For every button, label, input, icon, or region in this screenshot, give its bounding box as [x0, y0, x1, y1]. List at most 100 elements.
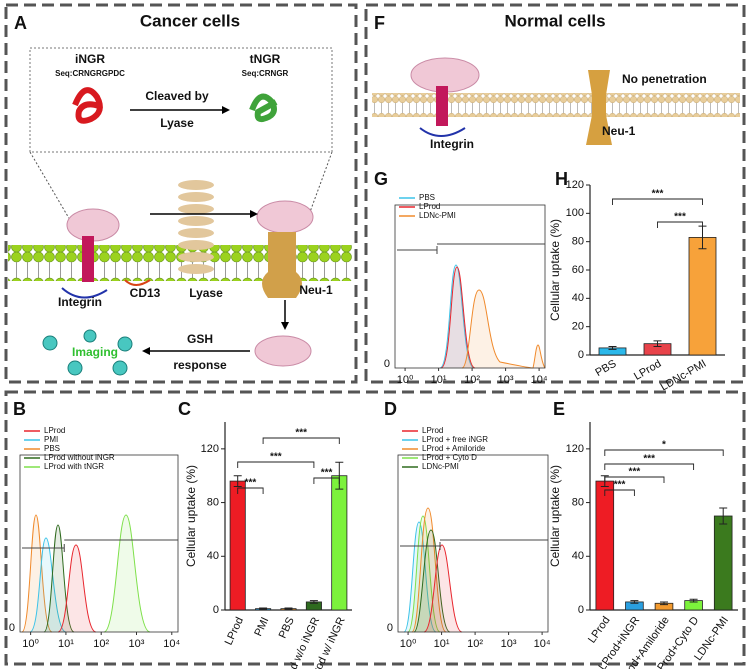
x-tick-label: 10¹	[58, 638, 74, 650]
panel-label: H	[555, 169, 568, 189]
arrow	[222, 106, 230, 114]
x-tick-label: LProd	[632, 358, 663, 383]
significance-bracket	[604, 489, 635, 496]
significance-bracket	[657, 221, 703, 228]
label: Seq:CRNGRGPDC	[55, 69, 125, 78]
label: No penetration	[622, 72, 707, 86]
legend-label: LProd	[422, 426, 443, 435]
plot-frame	[397, 454, 549, 633]
neu1-icon	[586, 70, 612, 145]
frame	[4, 390, 746, 666]
significance-bracket	[604, 463, 695, 470]
legend-label: LProd without iNGR	[44, 453, 115, 462]
x-tick-label: 10³	[498, 374, 514, 386]
guide	[309, 151, 333, 213]
y-axis-label: Cellular uptake (%)	[184, 465, 198, 567]
y-tick-label: 40	[207, 550, 219, 562]
integrin-icon	[82, 236, 94, 282]
significance-bracket	[237, 461, 315, 468]
y-tick-label: 100	[566, 207, 584, 219]
panel-label: C	[178, 399, 191, 419]
histogram-curves	[21, 514, 151, 633]
legend-label: LProd + Amiloride	[422, 444, 486, 453]
plot-frame	[394, 204, 546, 369]
legend-label: PMI	[44, 435, 58, 444]
nanoparticle	[256, 200, 314, 234]
lyase-icon	[178, 180, 214, 274]
significance-bracket	[237, 487, 264, 494]
y-tick-label: 0	[578, 604, 584, 616]
integrin-icon	[61, 287, 108, 299]
peptide-icon	[249, 93, 278, 123]
y-tick-label: 0	[9, 622, 15, 634]
significance-bracket	[604, 449, 724, 456]
y-axis-label: Cellular uptake (%)	[548, 465, 562, 567]
x-tick-label: 10⁰	[400, 638, 417, 650]
label: Lyase	[189, 286, 223, 300]
error-bar	[284, 607, 293, 610]
y-tick-label: 0	[213, 604, 219, 616]
x-tick-label: 10⁰	[397, 374, 414, 386]
significance-bracket	[313, 477, 340, 484]
integrin-icon	[436, 86, 448, 126]
error-bar	[259, 607, 268, 610]
error-bar	[660, 601, 668, 606]
x-tick-label: 10¹	[431, 374, 447, 386]
x-tick-label: 10²	[464, 374, 480, 386]
x-tick-label: LDNc-PMI	[659, 358, 709, 394]
error-bar	[608, 346, 617, 350]
label: CD13	[130, 286, 161, 300]
legend-label: LProd with tNGR	[44, 462, 104, 471]
section-title: Normal cells	[504, 11, 605, 30]
x-tick-label: 10⁴	[163, 638, 180, 650]
significance-label: ***	[614, 480, 626, 491]
panel-label: F	[374, 13, 385, 33]
panel-label: B	[13, 399, 26, 419]
significance-bracket	[262, 437, 340, 444]
y-tick-label: 0	[384, 358, 390, 370]
inset-box	[29, 47, 333, 153]
y-tick-label: 80	[572, 496, 584, 508]
x-tick-label: PMI	[252, 615, 271, 638]
peptide-icon	[72, 87, 103, 124]
bar	[688, 237, 717, 356]
y-axis-label: Cellular uptake (%)	[548, 219, 562, 321]
frame	[364, 3, 746, 384]
error-bar	[653, 340, 662, 347]
bar	[595, 480, 615, 611]
plot-frame	[19, 454, 179, 633]
label: Imaging	[72, 345, 118, 359]
guide	[29, 151, 71, 221]
x-tick-label: 10⁴	[531, 374, 548, 386]
label: Integrin	[430, 137, 474, 151]
label: tNGR	[250, 52, 281, 66]
legend-label: LProd	[44, 426, 65, 435]
label: Integrin	[58, 295, 102, 309]
y-tick-label: 80	[207, 496, 219, 508]
y-tick-label: 120	[566, 443, 584, 455]
label: Neu-1	[299, 283, 333, 297]
significance-bracket	[604, 476, 665, 483]
dye-icon	[42, 329, 133, 376]
arrow	[250, 210, 258, 218]
label: response	[173, 358, 227, 372]
label: GSH	[187, 332, 213, 346]
nanoparticle	[254, 335, 312, 367]
y-tick-label: 0	[578, 349, 584, 361]
panel-label: D	[384, 399, 397, 419]
x-tick-label: LProd	[586, 615, 613, 646]
legend-label: PBS	[419, 193, 435, 202]
cd13-icon	[124, 279, 151, 286]
histogram-curves	[439, 264, 546, 369]
section-title: Cancer cells	[140, 11, 240, 30]
significance-label: ***	[295, 428, 307, 439]
error-bar	[630, 600, 639, 604]
error-bar	[233, 475, 242, 487]
legend-label: LProd + Cyto D	[422, 453, 477, 462]
x-tick-label: PBS	[593, 358, 618, 379]
y-tick-label: 40	[572, 292, 584, 304]
error-bar	[689, 598, 698, 603]
legend-label: LDNc-PMI	[422, 462, 459, 471]
y-tick-label: 60	[572, 264, 584, 276]
